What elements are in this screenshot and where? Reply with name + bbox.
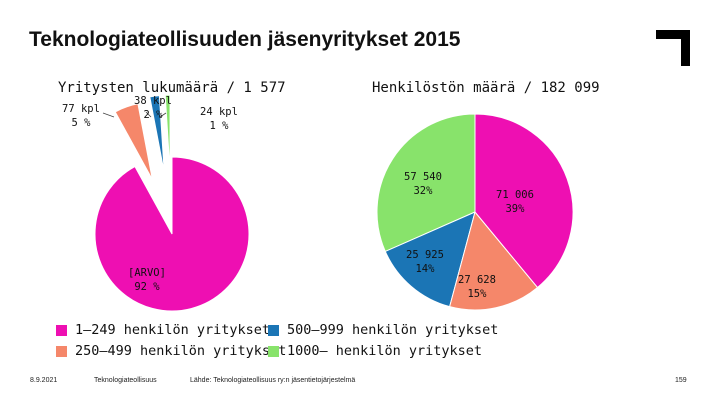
chart1-label-500: 38 kpl 2 % xyxy=(134,94,172,122)
chart1-label-250-value: 77 kpl xyxy=(62,103,100,115)
legend-swatch xyxy=(56,345,67,357)
chart1-label-1000-percent: 1 % xyxy=(209,120,229,132)
legend-swatch xyxy=(56,324,67,336)
chart1-label-250-percent: 5 % xyxy=(71,117,91,129)
chart1-label-250: 77 kpl 5 % xyxy=(62,102,100,130)
legend-item-250-499: 250–499 henkilön yritykset xyxy=(56,343,286,359)
chart2-slice-2 xyxy=(384,211,476,308)
chart1-label-1-249: [ARVO] 92 % xyxy=(128,266,166,294)
chart1-label-1-249-percent: 92 % xyxy=(134,281,160,293)
chart1-slice-2 xyxy=(149,95,165,173)
chart1-label-1000-value: 24 kpl xyxy=(200,106,238,118)
chart2-label-1-249-percent: 39% xyxy=(505,203,525,215)
legend-item-1000: 1000– henkilön yritykset xyxy=(268,343,482,359)
chart2-label-500-value: 25 925 xyxy=(406,249,444,261)
chart1-label-1-249-value: [ARVO] xyxy=(128,267,166,279)
legend-label: 500–999 henkilön yritykset xyxy=(287,322,499,338)
legend-label: 1000– henkilön yritykset xyxy=(287,343,483,359)
chart2-title: Henkilöstön määrä / 182 099 xyxy=(372,80,600,96)
legend-label: 250–499 henkilön yritykset xyxy=(75,343,287,359)
chart1-label-500-value: 38 kpl xyxy=(134,95,172,107)
footer-source: Lähde: Teknologiateollisuus ry:n jäsenti… xyxy=(190,377,356,384)
chart2-label-250-value: 27 628 xyxy=(458,274,496,286)
chart1-label-1000: 24 kpl 1 % xyxy=(200,105,238,133)
chart2-label-1000-percent: 32% xyxy=(413,185,433,197)
legend-label: 1–249 henkilön yritykset xyxy=(75,322,271,338)
chart1-slice-1 xyxy=(114,103,153,180)
footer-page-number: 159 xyxy=(675,377,687,384)
chart2-label-250-percent: 15% xyxy=(467,288,487,300)
footer-org: Teknologiateollisuus xyxy=(94,377,157,384)
legend-item-1-249: 1–249 henkilön yritykset xyxy=(56,322,270,338)
legend-swatch xyxy=(268,345,279,357)
chart1-slice-3 xyxy=(164,94,171,173)
chart2-label-250: 27 628 15% xyxy=(458,273,496,301)
chart2-label-1-249-value: 71 006 xyxy=(496,189,534,201)
chart2-label-500-percent: 14% xyxy=(415,263,435,275)
legend-item-500-999: 500–999 henkilön yritykset xyxy=(268,322,498,338)
leader-line-1000 xyxy=(159,112,167,118)
leader-line-500 xyxy=(145,111,152,118)
legend-swatch xyxy=(268,324,279,336)
chart2-label-1000: 57 540 32% xyxy=(404,170,442,198)
chart2-slice-3 xyxy=(376,113,476,253)
chart2-slice-0 xyxy=(474,113,574,289)
leader-line-250 xyxy=(102,112,115,118)
chart1-slice-0 xyxy=(94,156,250,312)
chart2-slice-1 xyxy=(449,210,539,311)
page-title: Teknologiateollisuuden jäsenyritykset 20… xyxy=(29,28,461,51)
brand-logo-icon xyxy=(656,30,690,66)
chart2-label-500: 25 925 14% xyxy=(406,248,444,276)
chart2-label-1000-value: 57 540 xyxy=(404,171,442,183)
footer-date: 8.9.2021 xyxy=(30,377,58,384)
chart1-label-500-percent: 2 % xyxy=(143,109,163,121)
chart2-label-1-249: 71 006 39% xyxy=(496,188,534,216)
chart1-title: Yritysten lukumäärä / 1 577 xyxy=(58,80,286,96)
